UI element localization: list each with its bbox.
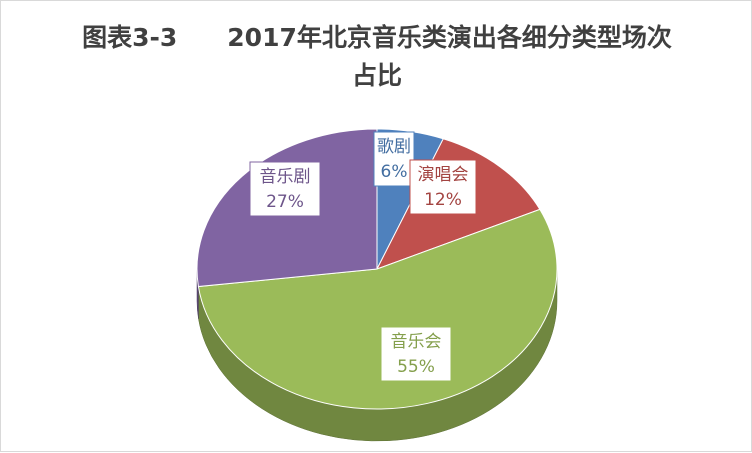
data-label: 音乐剧 27% (249, 161, 321, 217)
label-category: 音乐剧 (260, 167, 311, 187)
label-value: 55% (397, 357, 435, 377)
label-box (409, 159, 477, 215)
label-value: 12% (424, 190, 462, 210)
data-label: 歌剧 6% (373, 131, 415, 187)
label-value: 6% (381, 162, 408, 182)
label-category: 歌剧 (377, 137, 411, 157)
data-label: 演唱会 12% (409, 159, 477, 215)
label-category: 演唱会 (418, 165, 469, 185)
label-box (373, 131, 415, 187)
slice (197, 208, 558, 410)
chart-title: 图表3-3 2017年北京音乐类演出各细分类型场次占比 (82, 23, 672, 90)
label-box (249, 161, 321, 217)
label-value: 27% (266, 192, 304, 212)
label-category: 音乐会 (391, 332, 442, 352)
data-label: 音乐会 55% (380, 326, 452, 382)
label-box (380, 326, 452, 382)
